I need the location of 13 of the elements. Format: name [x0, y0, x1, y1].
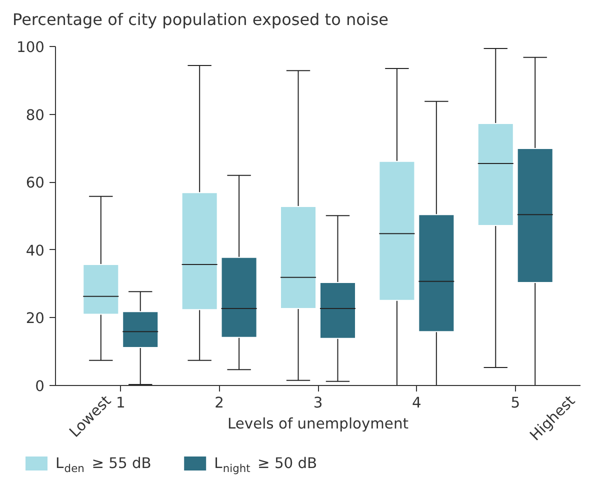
chart-title: Percentage of city population exposed to noise	[12, 10, 388, 29]
y-tick-label: 20	[26, 310, 45, 328]
x-tick-label: 2	[214, 394, 224, 412]
x-tick-label: 5	[510, 394, 520, 412]
y-tick-label: 100	[16, 39, 45, 56]
x-tick-label: 4	[412, 394, 422, 412]
y-tick-label: 0	[35, 378, 45, 395]
x-tick-label: 3	[313, 394, 323, 412]
x-tick-label: 1	[116, 394, 126, 412]
y-tick-label: 80	[26, 106, 45, 124]
y-tick-label: 40	[26, 242, 45, 260]
x-axis-title: Levels of unemployment	[228, 416, 409, 432]
y-tick-label: 60	[26, 174, 45, 192]
